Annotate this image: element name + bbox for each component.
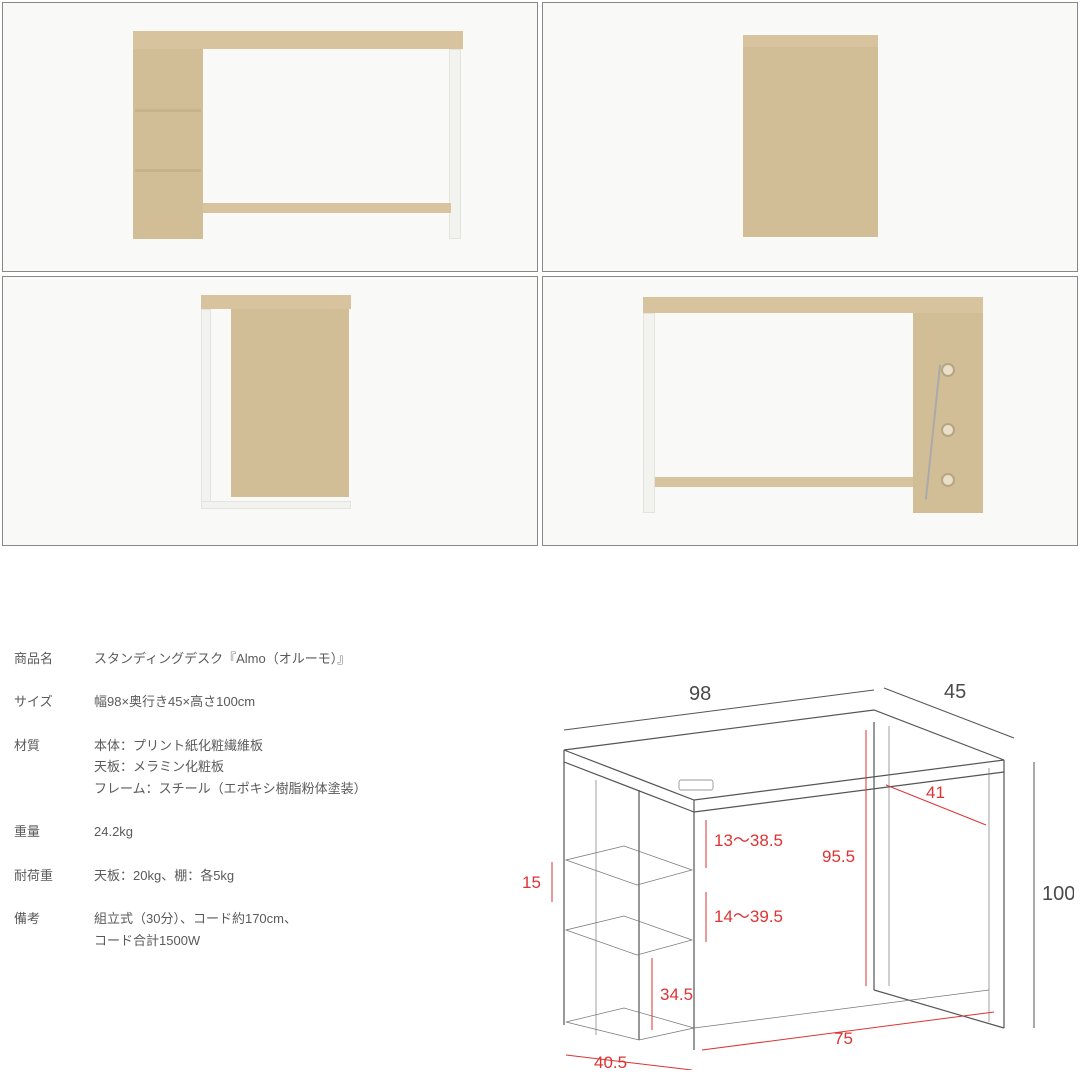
dim-shelf-bottom: 34.5 [660, 985, 693, 1004]
dim-under-depth: 41 [926, 783, 945, 802]
dim-width: 98 [689, 683, 711, 705]
spec-label: 重量 [14, 821, 94, 842]
spec-row-name: 商品名 スタンディングデスク『Almo（オルーモ）』 [14, 648, 434, 669]
dim-mid-range: 14～39.5 [714, 907, 783, 926]
dim-shelf-left: 15 [522, 873, 541, 892]
spec-value-line: 本体：プリント紙化粧繊維板 [94, 735, 367, 756]
dim-shelf-width: 40.5 [594, 1053, 627, 1070]
spec-value: 天板：20kg、棚：各5kg [94, 865, 234, 886]
dim-depth: 45 [944, 681, 966, 703]
spec-label: 備考 [14, 908, 94, 951]
spec-row-size: サイズ 幅98×奥行き45×高さ100cm [14, 691, 434, 712]
dim-top-range: 13～38.5 [714, 831, 783, 850]
product-view-back [542, 276, 1078, 546]
spec-table: 商品名 スタンディングデスク『Almo（オルーモ）』 サイズ 幅98×奥行き45… [14, 640, 434, 1080]
spec-value-line: 組立式（30分）、コード約170cm、 [94, 908, 297, 929]
spec-row-weight: 重量 24.2kg [14, 821, 434, 842]
product-view-side-frame [2, 276, 538, 546]
spec-value: 本体：プリント紙化粧繊維板 天板：メラミン化粧板 フレーム：スチール（エポキシ樹… [94, 735, 367, 799]
spec-value-line: 天板：メラミン化粧板 [94, 756, 367, 777]
spec-row-notes: 備考 組立式（30分）、コード約170cm、 コード合計1500W [14, 908, 434, 951]
spec-value-line: コード合計1500W [94, 930, 297, 951]
spec-label: サイズ [14, 691, 94, 712]
spec-label: 耐荷重 [14, 865, 94, 886]
spec-value: 24.2kg [94, 821, 133, 842]
details-section: 商品名 スタンディングデスク『Almo（オルーモ）』 サイズ 幅98×奥行き45… [0, 640, 1080, 1080]
spec-value: 幅98×奥行き45×高さ100cm [94, 691, 255, 712]
dimension-diagram: 98 45 100 15 13～38.5 14～39.5 34.5 40.5 [434, 640, 1066, 1080]
product-view-side-panel [542, 2, 1078, 272]
product-view-front [2, 2, 538, 272]
spec-label: 材質 [14, 735, 94, 799]
dim-under-height: 95.5 [822, 847, 855, 866]
spec-value: 組立式（30分）、コード約170cm、 コード合計1500W [94, 908, 297, 951]
spec-value-line: フレーム：スチール（エポキシ樹脂粉体塗装） [94, 778, 367, 799]
spec-row-material: 材質 本体：プリント紙化粧繊維板 天板：メラミン化粧板 フレーム：スチール（エポ… [14, 735, 434, 799]
product-views-grid [0, 0, 1080, 545]
dim-under-width: 75 [834, 1029, 853, 1048]
dim-height: 100 [1042, 883, 1074, 905]
spec-label: 商品名 [14, 648, 94, 669]
spec-value: スタンディングデスク『Almo（オルーモ）』 [94, 648, 350, 669]
spec-row-load: 耐荷重 天板：20kg、棚：各5kg [14, 865, 434, 886]
